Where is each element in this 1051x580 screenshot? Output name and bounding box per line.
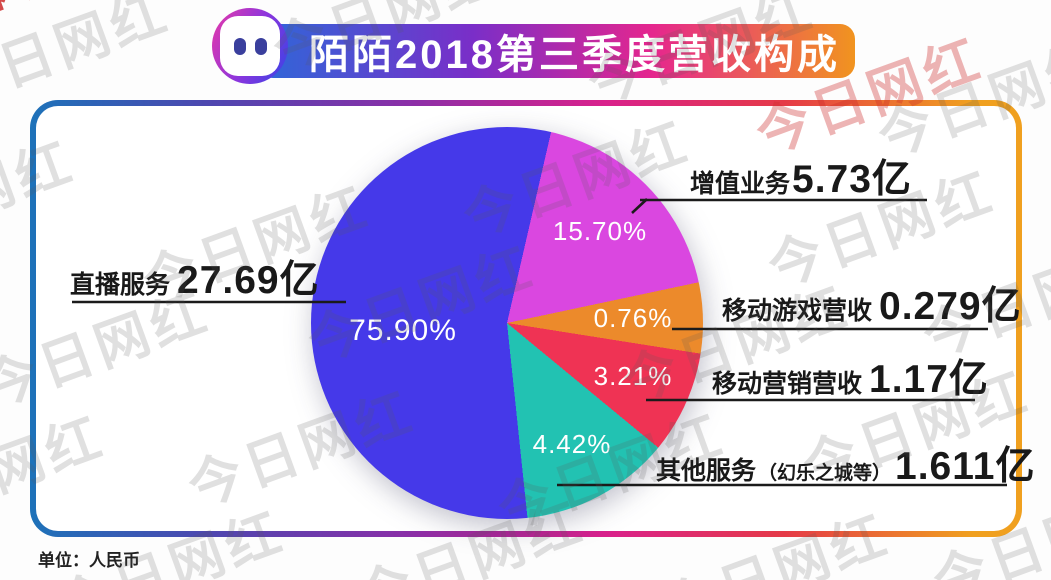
callout-connector-value-added (631, 198, 648, 214)
callout-label-note: （幻乐之城等） (758, 463, 892, 484)
revenue-pie-chart (311, 127, 703, 519)
callout-value: 27.69亿 (177, 259, 320, 302)
callout-other-services: 其他服务 （幻乐之城等） 1.611亿 (656, 447, 1035, 486)
pie-percent-label-live-streaming: 75.90% (349, 314, 457, 347)
callout-label: 其他服务 (656, 457, 757, 485)
page-title: 陌陌2018第三季度营收构成 (309, 33, 840, 77)
callout-value: 0.279亿 (879, 285, 1022, 328)
callout-value: 1.611亿 (895, 445, 1036, 488)
callout-label: 移动游戏营收 (722, 297, 873, 325)
momo-logo-eye-left (233, 37, 246, 55)
callout-label: 直播服务 (70, 271, 171, 299)
callout-value: 1.17亿 (869, 358, 989, 401)
callout-value-added: 增值业务5.73亿 (690, 160, 912, 199)
pie-percent-label-mobile-marketing: 3.21% (593, 361, 673, 391)
pie-percent-label-other-services: 4.42% (532, 429, 612, 459)
callout-live-streaming: 直播服务 27.69亿 (70, 261, 320, 300)
momo-chat-bubble (220, 16, 280, 76)
callout-mobile-marketing: 移动营销营收 1.17亿 (712, 360, 989, 399)
momo-logo-eye-right (254, 37, 267, 55)
callout-mobile-games: 移动游戏营收 0.279亿 (722, 287, 1022, 326)
pie-percent-label-mobile-games: 0.76% (593, 303, 673, 333)
pie-percent-label-value-added: 15.70% (552, 216, 648, 246)
callout-label: 移动营销营收 (712, 370, 863, 398)
title-banner: 陌陌2018第三季度营收构成 (258, 24, 855, 78)
momo-logo-icon (212, 8, 288, 84)
callout-label: 增值业务 (690, 170, 791, 198)
unit-note: 单位：人民币 (38, 551, 140, 570)
callout-value: 5.73亿 (792, 158, 912, 201)
